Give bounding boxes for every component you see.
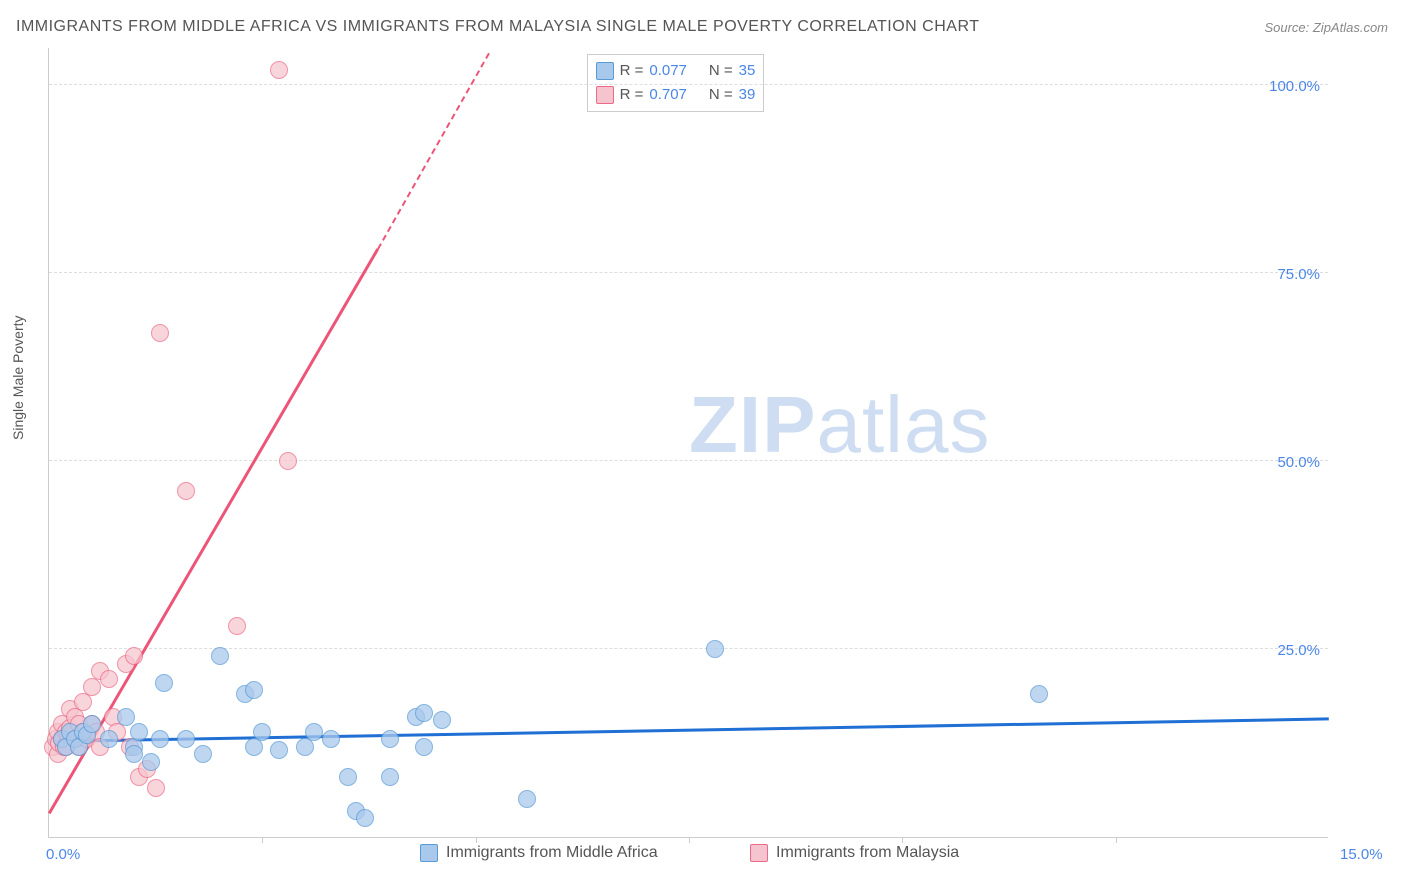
legend-label: Immigrants from Middle Africa (446, 844, 658, 862)
blue-marker (322, 730, 340, 748)
blue-marker (125, 745, 143, 763)
blue-marker (381, 730, 399, 748)
legend-swatch (750, 844, 768, 862)
x-tick (689, 837, 690, 843)
pink-marker (147, 779, 165, 797)
y-tick-label: 50.0% (1277, 454, 1320, 471)
n-value: 39 (739, 83, 756, 107)
y-tick-label: 100.0% (1269, 78, 1320, 95)
blue-marker (194, 745, 212, 763)
r-value: 0.707 (649, 83, 687, 107)
legend-bottom-item: Immigrants from Malaysia (750, 844, 959, 862)
blue-marker (151, 730, 169, 748)
blue-marker (270, 741, 288, 759)
pink-marker (279, 452, 297, 470)
x-tick (902, 837, 903, 843)
blue-marker (245, 681, 263, 699)
blue-marker (211, 647, 229, 665)
x-tick (1116, 837, 1117, 843)
r-value: 0.077 (649, 59, 687, 83)
pink-marker (270, 61, 288, 79)
y-tick-label: 25.0% (1277, 642, 1320, 659)
y-tick-label: 75.0% (1277, 266, 1320, 283)
legend-swatch (596, 62, 614, 80)
blue-marker (706, 640, 724, 658)
blue-marker (177, 730, 195, 748)
r-label: R = (620, 83, 644, 107)
chart-title: IMMIGRANTS FROM MIDDLE AFRICA VS IMMIGRA… (16, 18, 980, 36)
source-attribution: Source: ZipAtlas.com (1264, 20, 1388, 35)
legend-stats-row: R =0.707 N =39 (596, 83, 756, 107)
gridline (49, 84, 1328, 85)
legend-bottom-item: Immigrants from Middle Africa (420, 844, 658, 862)
blue-marker (117, 708, 135, 726)
x-origin-label: 0.0% (46, 846, 80, 863)
r-label: R = (620, 59, 644, 83)
trend-line (49, 718, 1329, 743)
gridline (49, 460, 1328, 461)
trend-line-dashed (377, 53, 490, 250)
legend-swatch (596, 86, 614, 104)
legend-stats-row: R =0.077 N =35 (596, 59, 756, 83)
blue-marker (100, 730, 118, 748)
y-axis-label: Single Male Poverty (10, 315, 26, 440)
n-label: N = (709, 83, 733, 107)
pink-marker (125, 647, 143, 665)
blue-marker (415, 704, 433, 722)
blue-marker (83, 715, 101, 733)
blue-marker (130, 723, 148, 741)
watermark: ZIPatlas (689, 379, 990, 471)
x-tick (262, 837, 263, 843)
blue-marker (415, 738, 433, 756)
watermark-zip: ZIP (689, 380, 816, 469)
blue-marker (142, 753, 160, 771)
gridline (49, 272, 1328, 273)
n-value: 35 (739, 59, 756, 83)
pink-marker (151, 324, 169, 342)
plot-area: ZIPatlas R =0.077 N =35 R =0.707 N =39 25.0… (48, 48, 1328, 838)
blue-marker (339, 768, 357, 786)
blue-marker (381, 768, 399, 786)
pink-marker (100, 670, 118, 688)
blue-marker (433, 711, 451, 729)
blue-marker (518, 790, 536, 808)
legend-label: Immigrants from Malaysia (776, 844, 959, 862)
gridline (49, 648, 1328, 649)
blue-marker (1030, 685, 1048, 703)
blue-marker (356, 809, 374, 827)
blue-marker (253, 723, 271, 741)
watermark-atlas: atlas (816, 380, 990, 469)
legend-swatch (420, 844, 438, 862)
x-end-label: 15.0% (1340, 846, 1383, 863)
pink-marker (177, 482, 195, 500)
blue-marker (305, 723, 323, 741)
x-tick (476, 837, 477, 843)
blue-marker (155, 674, 173, 692)
n-label: N = (709, 59, 733, 83)
pink-marker (228, 617, 246, 635)
